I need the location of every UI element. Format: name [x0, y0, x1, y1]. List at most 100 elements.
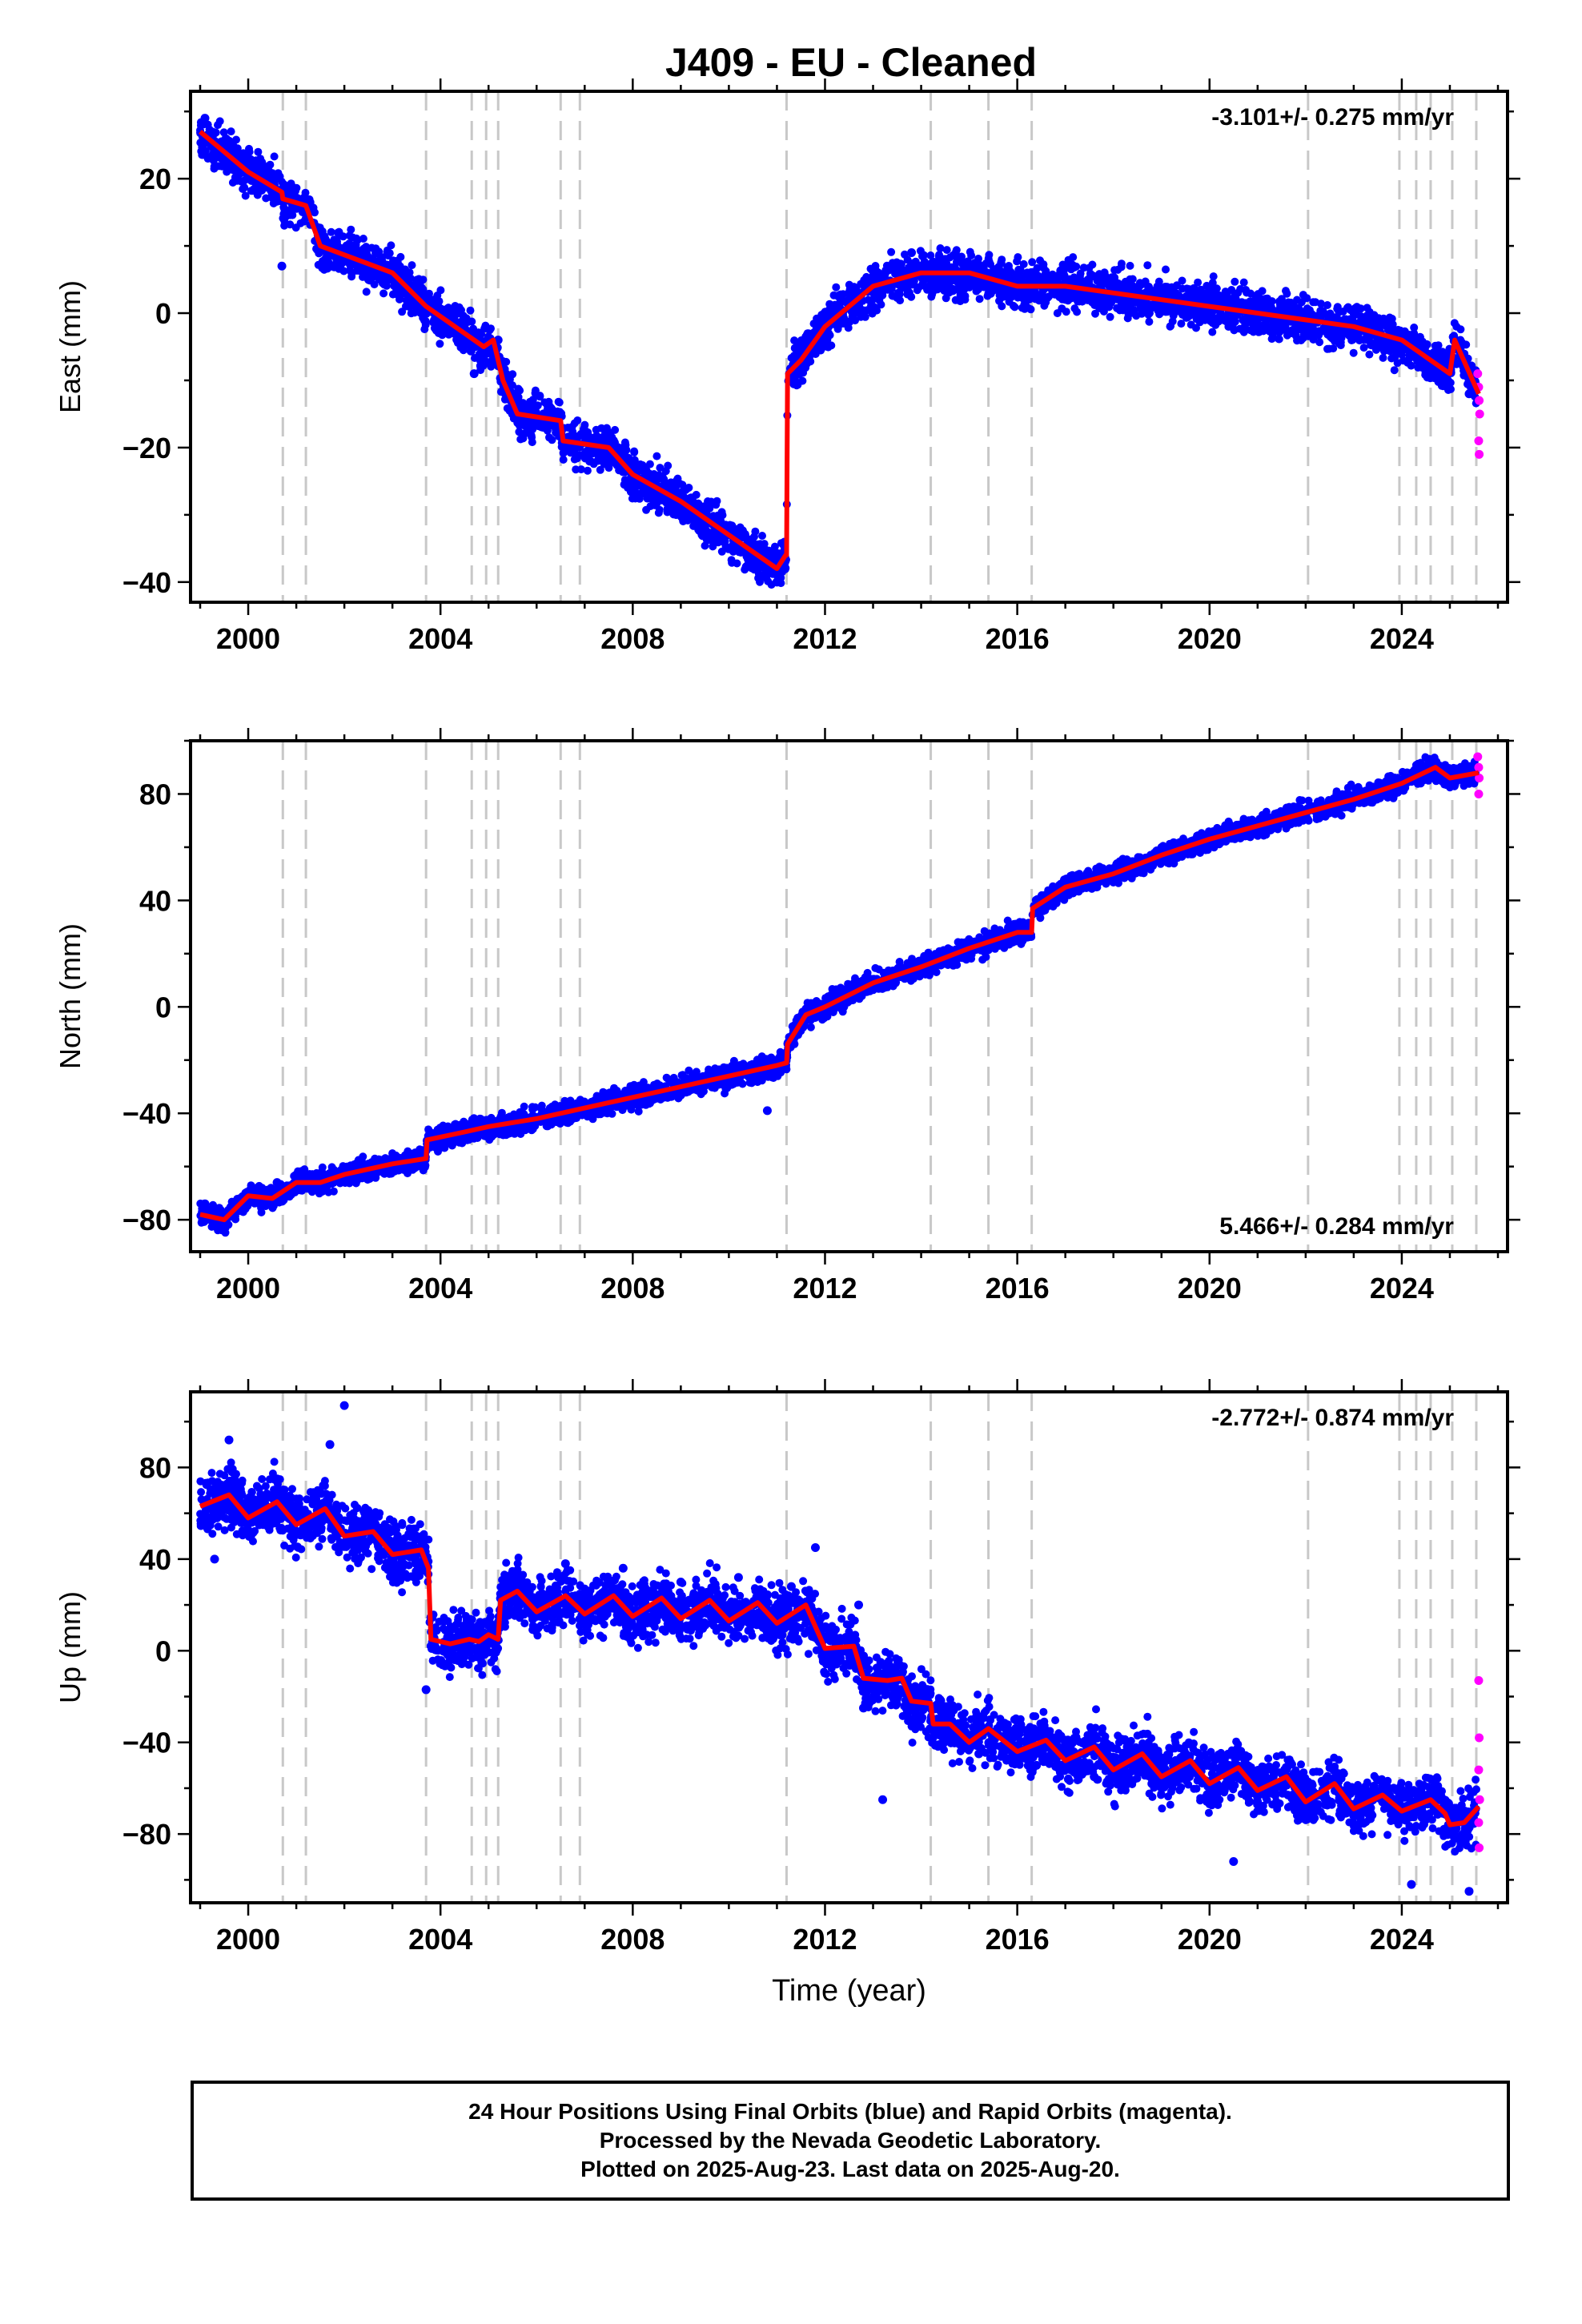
final-orbit-point — [279, 210, 288, 219]
final-orbit-point — [929, 279, 938, 287]
final-orbit-point — [836, 291, 845, 300]
final-orbit-point — [1106, 312, 1114, 321]
panel-frame — [189, 90, 1509, 604]
final-orbit-point — [752, 564, 760, 573]
final-orbit-point — [266, 160, 275, 169]
final-orbit-point — [1186, 320, 1195, 329]
final-orbit-point — [1117, 259, 1126, 268]
final-orbit-point — [1197, 294, 1206, 302]
final-orbit-point — [1295, 307, 1304, 316]
final-orbit-point — [1259, 295, 1268, 304]
final-orbit-point — [1347, 336, 1356, 344]
final-orbit-point — [1205, 308, 1215, 318]
final-orbit-point — [1168, 307, 1177, 316]
data-points — [196, 114, 1484, 589]
final-orbit-point — [956, 291, 965, 300]
final-orbit-point — [801, 364, 810, 372]
final-orbit-point — [466, 306, 475, 315]
final-orbit-point — [508, 381, 516, 390]
final-orbit-point — [262, 194, 271, 203]
final-orbit-point — [1155, 304, 1164, 313]
final-orbit-point — [292, 183, 301, 192]
final-orbit-point — [1439, 377, 1447, 386]
final-orbit-point — [638, 462, 647, 471]
final-orbit-point — [1124, 279, 1133, 288]
final-orbit-point — [438, 331, 447, 340]
final-orbit-point — [608, 436, 617, 444]
final-orbit-point — [918, 281, 927, 290]
rapid-orbit-point — [1474, 436, 1484, 446]
final-orbit-point — [545, 403, 554, 412]
final-orbit-point — [1339, 328, 1349, 338]
final-orbit-point — [258, 187, 266, 195]
final-orbit-point — [227, 127, 235, 136]
final-orbit-point — [200, 114, 210, 123]
final-orbit-point — [1270, 306, 1278, 315]
final-orbit-point — [474, 328, 483, 337]
final-orbit-point — [602, 436, 611, 445]
final-orbit-point — [821, 342, 829, 351]
final-orbit-point — [1259, 327, 1267, 336]
final-orbit-point — [559, 456, 568, 464]
final-orbit-point — [793, 380, 802, 389]
final-orbit-point — [647, 489, 656, 498]
final-orbit-point — [956, 297, 965, 306]
final-orbit-point — [388, 290, 397, 299]
final-orbit-point — [941, 255, 950, 264]
final-orbit-point — [861, 306, 870, 315]
final-orbit-point — [671, 508, 680, 517]
final-orbit-point — [787, 354, 796, 362]
final-orbit-point — [719, 537, 729, 546]
final-orbit-point — [1208, 283, 1217, 292]
final-orbit-point — [1276, 298, 1284, 307]
final-orbit-point — [1002, 292, 1011, 301]
final-orbit-point — [913, 286, 921, 295]
final-orbit-point — [1296, 325, 1305, 334]
final-orbit-point — [453, 339, 462, 348]
final-orbit-point — [634, 1107, 643, 1116]
final-orbit-point — [267, 191, 276, 199]
final-orbit-point — [887, 247, 896, 256]
y-tick-label: −40 — [122, 566, 171, 599]
final-orbit-point — [679, 517, 688, 525]
final-orbit-point — [1178, 284, 1186, 293]
final-orbit-point — [1126, 308, 1135, 317]
final-orbit-point — [502, 357, 511, 366]
final-orbit-point — [287, 179, 295, 188]
final-orbit-point — [1083, 275, 1092, 284]
final-orbit-point — [1390, 366, 1399, 375]
final-orbit-point — [1216, 311, 1224, 320]
final-orbit-point — [901, 250, 909, 259]
final-orbit-point — [665, 480, 673, 489]
final-orbit-point — [544, 423, 552, 432]
final-orbit-point — [580, 420, 589, 429]
final-orbit-point — [1209, 272, 1218, 281]
final-orbit-point — [1303, 322, 1312, 331]
final-orbit-point — [985, 257, 994, 266]
final-orbit-point — [663, 505, 672, 513]
final-orbit-point — [677, 506, 686, 515]
final-orbit-point — [620, 480, 628, 489]
final-orbit-point — [404, 271, 413, 279]
final-orbit-point — [240, 183, 249, 192]
final-orbit-point — [286, 211, 295, 219]
y-tick-label: −20 — [122, 432, 171, 464]
final-orbit-point — [301, 188, 310, 197]
final-orbit-point — [1249, 297, 1258, 306]
final-orbit-point — [224, 166, 233, 175]
final-orbit-point — [661, 497, 671, 506]
final-orbit-point — [1315, 338, 1324, 347]
final-orbit-point — [1359, 344, 1368, 352]
x-tick-label: 2004 — [408, 622, 472, 655]
final-orbit-point — [650, 501, 659, 509]
final-orbit-point — [738, 526, 747, 535]
final-orbit-point — [855, 308, 864, 317]
final-orbit-point — [1066, 292, 1075, 301]
final-orbit-point — [1151, 286, 1159, 295]
final-orbit-point — [432, 326, 440, 335]
final-orbit-point — [873, 268, 883, 278]
final-orbit-point — [429, 318, 438, 327]
final-orbit-point — [1254, 321, 1263, 330]
final-orbit-point — [909, 262, 918, 271]
final-orbit-point — [1069, 253, 1078, 262]
